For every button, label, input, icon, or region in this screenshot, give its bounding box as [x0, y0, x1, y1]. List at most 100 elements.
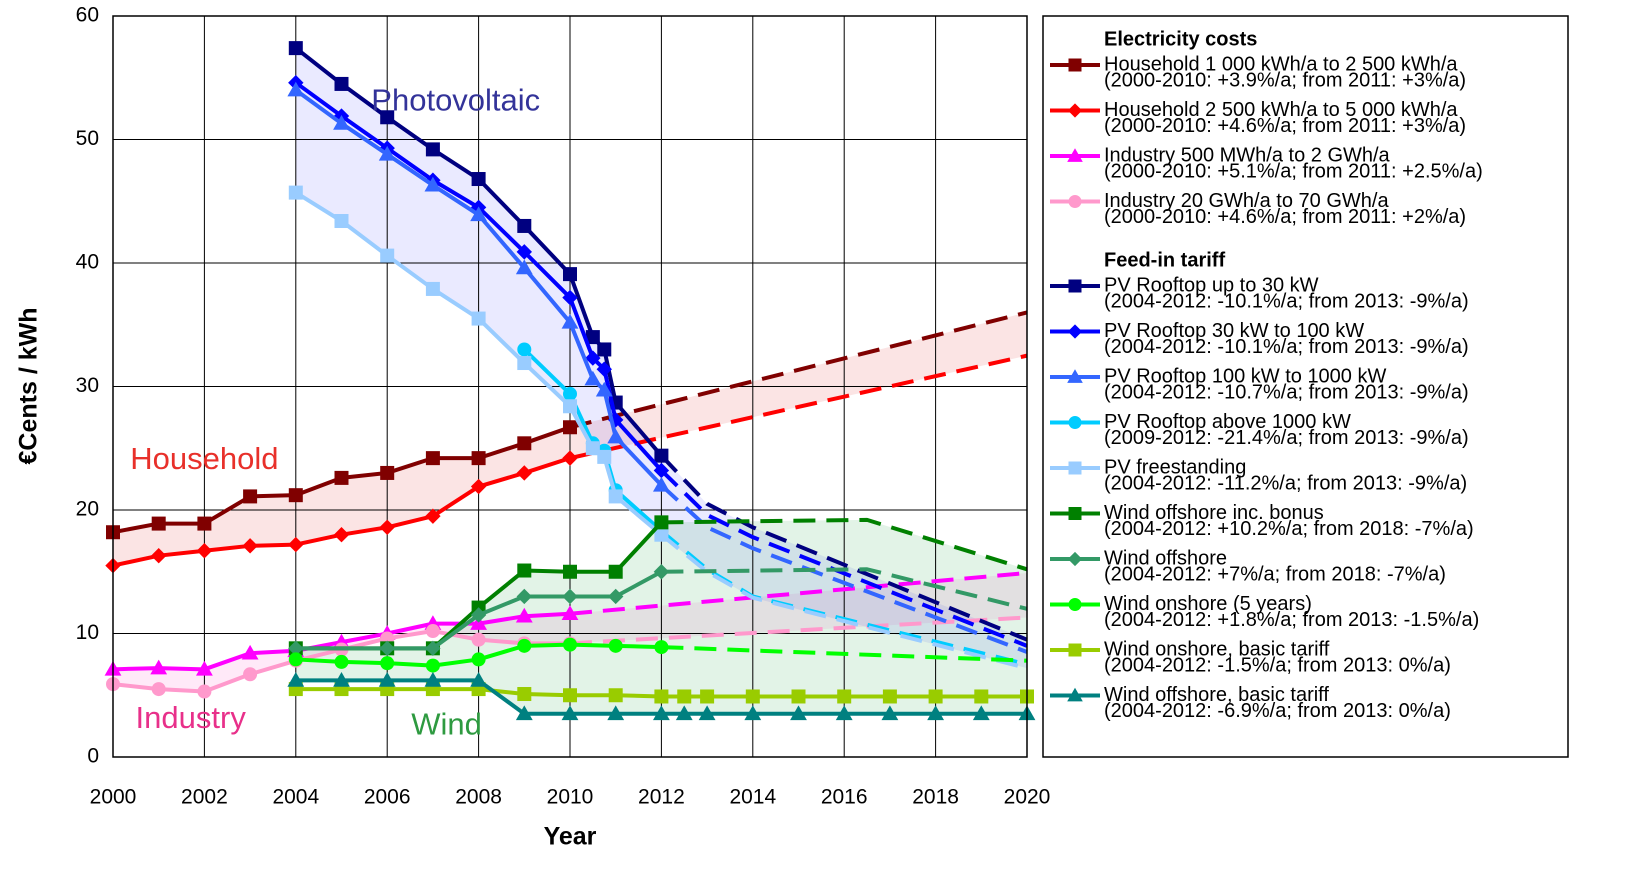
marker	[333, 527, 350, 543]
y-tick-label: 30	[76, 374, 99, 397]
marker	[974, 689, 989, 704]
legend-label: PV Rooftop 30 kW to 100 kW	[1104, 320, 1364, 342]
y-tick-label: 40	[76, 251, 99, 274]
marker	[334, 470, 349, 485]
marker	[608, 588, 624, 605]
marker	[585, 330, 600, 345]
marker	[378, 672, 396, 687]
marker	[563, 420, 577, 435]
marker	[607, 428, 625, 444]
legend-title: Feed-in tariff	[1104, 249, 1225, 271]
marker	[196, 543, 213, 559]
marker	[563, 267, 577, 282]
marker	[653, 564, 670, 580]
legend-label: Household 2 500 kWh/a to 5 000 kWh/a	[1104, 99, 1458, 121]
x-tick-label: 2014	[729, 786, 776, 809]
marker	[1068, 598, 1082, 611]
marker	[516, 588, 532, 605]
annotation: Photovoltaic	[371, 83, 540, 118]
legend-detail: (2000-2010: +5.1%/a; from 2011: +2.5%/a)	[1104, 160, 1483, 182]
marker	[562, 588, 578, 605]
marker	[1068, 507, 1082, 520]
legend-detail: (2004-2012: +1.8%/a; from 2013: -1.5%/a)	[1104, 609, 1479, 631]
x-tick-label: 2006	[364, 786, 411, 809]
marker	[517, 638, 532, 653]
marker	[562, 289, 578, 306]
legend-label: Wind offshore inc. bonus	[1104, 502, 1324, 524]
marker	[517, 563, 532, 578]
legend-label: Industry 20 GWh/a to 70 GWh/a	[1104, 190, 1389, 212]
marker	[927, 705, 944, 721]
x-tick-label: 2002	[181, 786, 228, 809]
series-line	[295, 678, 1027, 716]
y-tick-label: 10	[76, 621, 99, 644]
marker	[425, 658, 440, 673]
legend-detail: (2000-2010: +4.6%/a; from 2011: +2%/a)	[1104, 206, 1466, 228]
legend-detail: (2000-2010: +3.9%/a; from 2011: +3%/a)	[1104, 69, 1466, 91]
marker	[517, 356, 532, 371]
marker	[379, 640, 395, 657]
marker	[334, 654, 349, 669]
marker	[424, 672, 442, 687]
marker	[151, 547, 167, 564]
marker	[608, 638, 623, 653]
marker	[378, 145, 396, 161]
plot-frame	[112, 15, 1028, 758]
marker	[334, 214, 349, 229]
marker	[837, 689, 852, 704]
marker	[150, 659, 168, 675]
legend-label: Household 1 000 kWh/a to 2 500 kWh/a	[1104, 53, 1458, 75]
x-tick-label: 2000	[90, 786, 137, 809]
y-tick-label: 20	[76, 498, 99, 521]
projection-line	[569, 570, 1028, 616]
x-tick-label: 2010	[547, 786, 594, 809]
marker	[288, 185, 303, 200]
legend-detail: (2004-2012: -10.1%/a; from 2013: -9%/a)	[1104, 336, 1469, 358]
legend-label: Wind onshore (5 years)	[1104, 593, 1312, 615]
projection-line	[659, 454, 1028, 642]
marker	[333, 115, 350, 130]
marker	[790, 705, 807, 721]
marker	[654, 527, 669, 542]
legend-label: Wind offshore	[1104, 547, 1227, 569]
marker	[333, 672, 350, 687]
marker	[470, 206, 487, 222]
marker	[1067, 148, 1083, 162]
projection-line	[661, 517, 1028, 572]
marker	[835, 705, 853, 721]
marker	[597, 342, 612, 357]
marker	[563, 688, 577, 703]
marker	[287, 672, 305, 687]
marker	[288, 652, 303, 667]
marker	[608, 688, 623, 703]
marker	[972, 705, 990, 721]
marker	[563, 386, 577, 401]
x-tick-label: 2020	[1004, 786, 1051, 809]
marker	[380, 656, 395, 671]
lines	[104, 41, 1036, 721]
marker	[425, 508, 441, 524]
x-tick-label: 2012	[638, 786, 685, 809]
marker	[380, 465, 395, 480]
projection-line	[569, 615, 1028, 646]
labels: 2000 2002 2004 2006 2008 2010 2012 2014 2016 2018…	[76, 4, 1051, 809]
x-tick-label: 2008	[455, 786, 502, 809]
marker	[1068, 58, 1082, 72]
marker	[380, 248, 395, 263]
marker	[471, 652, 486, 667]
legend-detail: (2000-2010: +4.6%/a; from 2011: +3%/a)	[1104, 115, 1466, 137]
marker	[561, 605, 579, 621]
marker	[1067, 369, 1083, 383]
marker	[654, 448, 669, 463]
x-tick-label: 2018	[912, 786, 959, 809]
marker	[584, 370, 602, 386]
marker	[517, 436, 532, 451]
marker	[561, 705, 579, 721]
marker	[470, 607, 487, 623]
marker	[425, 640, 441, 657]
marker	[744, 705, 762, 721]
y-tick-label: 0	[87, 745, 99, 768]
marker	[243, 667, 258, 682]
